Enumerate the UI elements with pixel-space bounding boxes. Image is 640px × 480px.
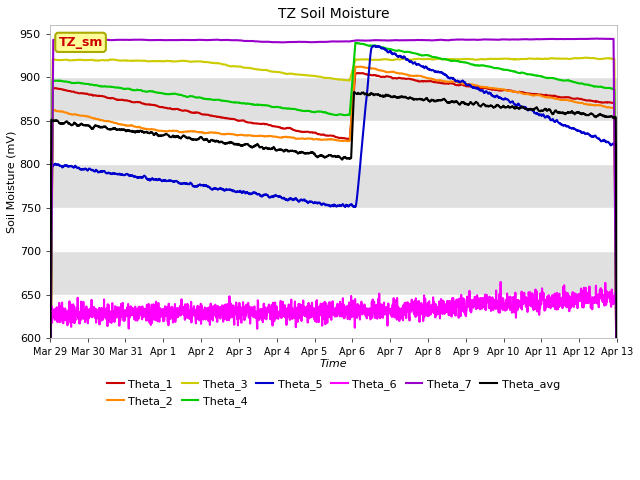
Line: Theta_4: Theta_4: [50, 43, 617, 470]
Theta_4: [597, 84, 605, 89]
Theta_5: [613, 410, 621, 416]
Theta_1: [322, 133, 330, 139]
Theta_1: [307, 130, 314, 135]
Theta_6: [597, 296, 605, 301]
Theta_avg: [307, 150, 314, 156]
Title: TZ Soil Moisture: TZ Soil Moisture: [278, 7, 389, 21]
Bar: [50, 77, 617, 120]
Theta_3: [307, 73, 314, 79]
Line: Theta_7: Theta_7: [50, 38, 617, 434]
Theta_3: [493, 56, 500, 62]
Theta_2: [351, 63, 359, 69]
Theta_5: [371, 43, 378, 49]
Theta_6: [497, 279, 504, 285]
Theta_5: [493, 94, 500, 99]
Theta_2: [493, 86, 500, 92]
Theta_4: [613, 433, 621, 439]
Theta_6: [322, 301, 330, 307]
Theta_1: [613, 441, 621, 446]
Theta_5: [596, 137, 604, 143]
Theta_avg: [596, 111, 604, 117]
Theta_1: [596, 99, 604, 105]
Theta_1: [46, 471, 54, 477]
Theta_4: [493, 65, 500, 71]
Theta_7: [307, 39, 314, 45]
Theta_7: [597, 36, 605, 41]
Theta_2: [597, 102, 605, 108]
Theta_avg: [493, 102, 500, 108]
Theta_2: [307, 136, 314, 142]
Theta_6: [307, 305, 315, 311]
Theta_6: [75, 312, 83, 318]
Theta_4: [75, 80, 83, 85]
Theta_5: [597, 138, 605, 144]
Text: TZ_sm: TZ_sm: [58, 36, 103, 49]
Y-axis label: Soil Moisture (mV): Soil Moisture (mV): [7, 131, 17, 233]
Theta_4: [352, 40, 360, 46]
Theta_7: [46, 431, 54, 437]
Theta_6: [493, 300, 500, 306]
Theta_avg: [613, 412, 621, 418]
Theta_3: [46, 457, 54, 463]
X-axis label: Time: Time: [319, 359, 348, 369]
Theta_4: [322, 109, 330, 115]
Theta_3: [597, 56, 605, 62]
Theta_2: [75, 112, 83, 118]
Line: Theta_5: Theta_5: [50, 46, 617, 480]
Theta_6: [253, 326, 261, 332]
Theta_1: [75, 90, 83, 96]
Bar: [50, 164, 617, 208]
Theta_avg: [322, 154, 330, 160]
Theta_7: [493, 37, 500, 43]
Theta_7: [75, 37, 83, 43]
Theta_3: [596, 56, 604, 62]
Theta_2: [322, 136, 330, 142]
Theta_3: [613, 417, 621, 422]
Theta_5: [75, 165, 83, 171]
Theta_6: [613, 301, 621, 307]
Line: Theta_2: Theta_2: [50, 66, 617, 480]
Theta_4: [307, 108, 314, 114]
Legend: Theta_1, Theta_2, Theta_3, Theta_4, Theta_5, Theta_6, Theta_7, Theta_avg: Theta_1, Theta_2, Theta_3, Theta_4, Thet…: [102, 375, 564, 411]
Theta_avg: [597, 112, 605, 118]
Theta_3: [75, 57, 83, 63]
Theta_2: [596, 102, 604, 108]
Theta_3: [582, 55, 589, 60]
Theta_4: [46, 468, 54, 473]
Theta_7: [596, 36, 604, 42]
Theta_4: [596, 84, 604, 90]
Theta_1: [351, 70, 359, 76]
Theta_7: [322, 39, 330, 45]
Theta_3: [322, 75, 330, 81]
Theta_5: [307, 199, 314, 204]
Theta_1: [597, 99, 605, 105]
Theta_5: [322, 202, 330, 208]
Theta_7: [593, 36, 601, 41]
Theta_avg: [351, 89, 358, 95]
Theta_1: [493, 87, 500, 93]
Bar: [50, 251, 617, 295]
Theta_6: [46, 310, 54, 316]
Theta_7: [613, 430, 621, 436]
Line: Theta_avg: Theta_avg: [50, 92, 617, 480]
Line: Theta_3: Theta_3: [50, 58, 617, 460]
Theta_6: [597, 285, 605, 291]
Line: Theta_1: Theta_1: [50, 73, 617, 474]
Theta_2: [613, 444, 621, 450]
Theta_avg: [75, 122, 83, 128]
Line: Theta_6: Theta_6: [50, 282, 617, 329]
